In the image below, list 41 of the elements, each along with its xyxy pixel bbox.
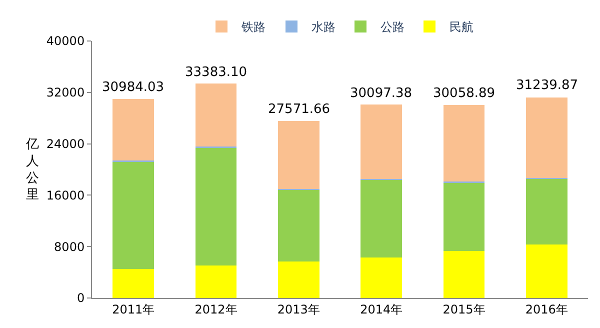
bar [443,104,485,182]
bar [195,84,237,147]
bar [195,266,237,298]
legend-label: 水路 [312,20,336,34]
bar [443,182,485,252]
total-label: 33383.10 [185,65,248,80]
bar [195,147,237,266]
bar [443,251,485,298]
total-label: 31239.87 [516,78,578,93]
x-tick-label: 2012年 [194,302,238,316]
bar [360,104,402,180]
x-tick-label: 2014年 [360,302,403,316]
x-tick-label: 2016年 [525,302,568,316]
bar [360,180,402,258]
y-tick-label: 24000 [46,137,85,151]
bar [526,244,568,298]
bar [278,120,320,189]
y-tick-label: 40000 [46,34,85,48]
total-label: 30984.03 [102,80,164,95]
total-label: 27571.66 [268,102,330,117]
legend-label: 公路 [380,20,404,34]
x-tick-label: 2011年 [112,302,155,316]
total-label: 30097.38 [350,86,412,101]
x-tick-label: 2013年 [277,302,320,316]
y-tick-label: 16000 [46,188,85,202]
y-axis-title: 亿人公里 [25,137,39,203]
x-tick-label: 2015年 [442,302,486,316]
bar [278,189,320,262]
bar [112,268,154,298]
bar [278,262,320,298]
bar [526,97,568,178]
legend-label: 铁路 [240,20,266,34]
bar [526,178,568,244]
y-tick-label: 0 [76,291,85,306]
y-tick-label: 8000 [54,240,85,254]
legend-label: 民航 [450,20,474,34]
bar [112,98,154,161]
bar [112,161,154,269]
bar [360,257,402,298]
total-label: 30058.89 [433,86,496,101]
y-tick-label: 32000 [46,86,85,100]
